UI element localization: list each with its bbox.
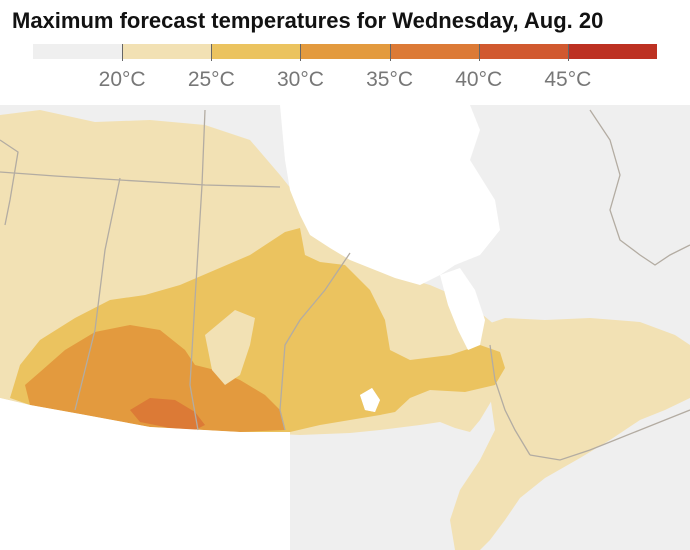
great-lakes-water: [360, 388, 380, 412]
temp-zone-20-25-northwest: [0, 125, 45, 225]
legend-label-20: 20°C: [98, 68, 146, 91]
legend-swatch-40-45: [478, 44, 568, 59]
cool-patch-lake-region: [205, 310, 255, 385]
legend-tick-30: [300, 44, 302, 61]
legend-swatch-20-25: [122, 44, 212, 59]
border-manitoba-ontario: [279, 252, 351, 431]
map-title: Maximum forecast temperatures for Wednes…: [12, 8, 604, 33]
legend-label-35: 35°C: [366, 68, 414, 91]
southern-cutoff: [0, 398, 290, 550]
temperature-legend: 20°C 25°C 30°C 35°C 40°C 45°C: [33, 44, 657, 96]
temperature-map: [0, 105, 690, 550]
james-bay-water: [440, 268, 485, 350]
legend-label-45: 45°C: [544, 68, 592, 91]
temp-zone-35-40: [130, 398, 205, 430]
legend-label-25: 25°C: [187, 68, 235, 91]
legend-tick-40: [478, 44, 480, 61]
border-ontario-quebec: [489, 344, 531, 456]
legend-swatch-30-35: [300, 44, 390, 59]
hudson-bay-water: [280, 105, 500, 285]
legend-swatch-above-45: [567, 44, 657, 59]
border-sask-manitoba: [189, 109, 206, 431]
legend-color-bar: [33, 44, 657, 59]
legend-tick-20: [122, 44, 124, 61]
border-quebec-nb: [589, 109, 690, 266]
legend-swatch-25-30: [211, 44, 301, 59]
border-60th-parallel: [0, 171, 281, 188]
border-bc-alberta: [0, 139, 19, 226]
legend-swatch-35-40: [389, 44, 479, 59]
province-borders: [0, 109, 690, 461]
temp-zone-20-25-east: [450, 318, 690, 550]
legend-label-30: 30°C: [276, 68, 324, 91]
legend-tick-25: [211, 44, 213, 61]
legend-tick-45: [567, 44, 569, 61]
legend-swatch-below-20: [33, 44, 123, 59]
border-alberta-sask: [74, 177, 121, 411]
legend-label-40: 40°C: [455, 68, 503, 91]
legend-tick-35: [389, 44, 391, 61]
border-us-canada-east: [529, 409, 690, 461]
